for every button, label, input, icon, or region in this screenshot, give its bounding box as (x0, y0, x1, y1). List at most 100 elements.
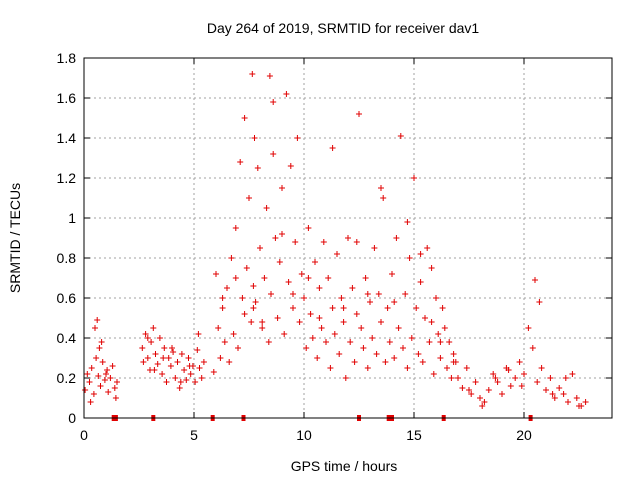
data-point (573, 395, 580, 401)
data-point (435, 331, 442, 337)
data-point (276, 259, 283, 265)
data-point (391, 299, 398, 305)
data-point (364, 291, 371, 297)
x-tick-label: 15 (406, 427, 422, 443)
data-point (309, 335, 316, 341)
data-point (477, 395, 483, 401)
data-point (303, 345, 310, 351)
grid-lines (84, 58, 612, 418)
data-point (298, 271, 305, 277)
data-point (518, 383, 525, 389)
data-point (529, 345, 536, 351)
y-axis: 0 0.2 0.4 0.6 0.8 1 1.2 1.4 1.6 1.8 (57, 50, 612, 426)
data-point (448, 375, 455, 381)
data-point (349, 285, 356, 291)
data-point (142, 331, 149, 337)
x-axis-label: GPS time / hours (291, 458, 398, 474)
y-tick-label: 0.4 (57, 330, 77, 346)
data-point (192, 379, 199, 385)
x-tick-label: 20 (516, 427, 532, 443)
data-point (232, 225, 239, 231)
data-point (152, 351, 159, 357)
y-tick-label: 0.6 (57, 290, 77, 306)
data-point (417, 251, 424, 257)
data-point (257, 245, 263, 251)
data-point (422, 315, 428, 321)
data-point (161, 345, 168, 351)
data-point (181, 367, 188, 373)
data-point (272, 235, 279, 241)
y-tick-label: 0.2 (57, 370, 77, 386)
data-point (543, 387, 549, 393)
data-point (235, 345, 241, 351)
data-point (353, 311, 360, 317)
data-point (169, 345, 175, 351)
data-point (241, 115, 248, 121)
data-point (167, 363, 174, 369)
data-point (424, 245, 431, 251)
data-point (263, 205, 270, 211)
data-point (472, 379, 479, 385)
data-point (95, 373, 102, 379)
data-point (150, 325, 157, 331)
data-point (163, 379, 170, 385)
data-point (411, 175, 417, 181)
data-point (364, 365, 371, 371)
data-point (404, 365, 411, 371)
y-tick-label: 0.8 (57, 250, 77, 266)
data-point (439, 305, 446, 311)
data-point (362, 275, 369, 281)
data-point (551, 395, 558, 401)
x-tick-label: 5 (190, 427, 198, 443)
data-point (329, 305, 336, 311)
data-point (221, 339, 228, 345)
x-tick-label: 0 (80, 427, 88, 443)
data-point (251, 135, 258, 141)
data-point (279, 185, 285, 191)
data-point (279, 231, 285, 237)
data-point (534, 379, 541, 385)
data-point (378, 185, 384, 191)
data-point (494, 379, 501, 385)
data-point (254, 165, 261, 171)
data-point (516, 359, 523, 365)
data-point (177, 379, 184, 385)
data-point (219, 305, 226, 311)
data-point (285, 279, 292, 285)
data-point (198, 375, 205, 381)
data-point (183, 377, 190, 383)
data-point (455, 375, 461, 381)
data-point (490, 371, 497, 377)
y-tick-label: 1.2 (57, 170, 77, 186)
data-point (360, 345, 367, 351)
data-point (111, 385, 118, 391)
data-point (228, 255, 235, 261)
data-point (144, 355, 151, 361)
data-point (492, 375, 499, 381)
data-point (507, 383, 514, 389)
y-tick-label: 0 (68, 410, 76, 426)
data-point (213, 271, 219, 277)
data-point (259, 319, 266, 325)
data-point (437, 355, 444, 361)
data-point (428, 319, 435, 325)
data-point (314, 355, 321, 361)
data-point (301, 295, 307, 301)
data-point (114, 379, 120, 385)
data-point (459, 385, 466, 391)
data-point (375, 291, 382, 297)
data-point (505, 367, 512, 373)
data-point (90, 391, 97, 397)
data-point (547, 375, 554, 381)
data-points (82, 71, 589, 409)
data-point (408, 335, 415, 341)
data-point (93, 355, 100, 361)
data-point (261, 275, 268, 281)
data-point (109, 363, 116, 369)
data-point (154, 361, 161, 367)
data-point (479, 403, 486, 409)
data-point (185, 355, 192, 361)
data-point (307, 311, 314, 317)
data-point (367, 299, 373, 305)
data-point (104, 367, 111, 373)
